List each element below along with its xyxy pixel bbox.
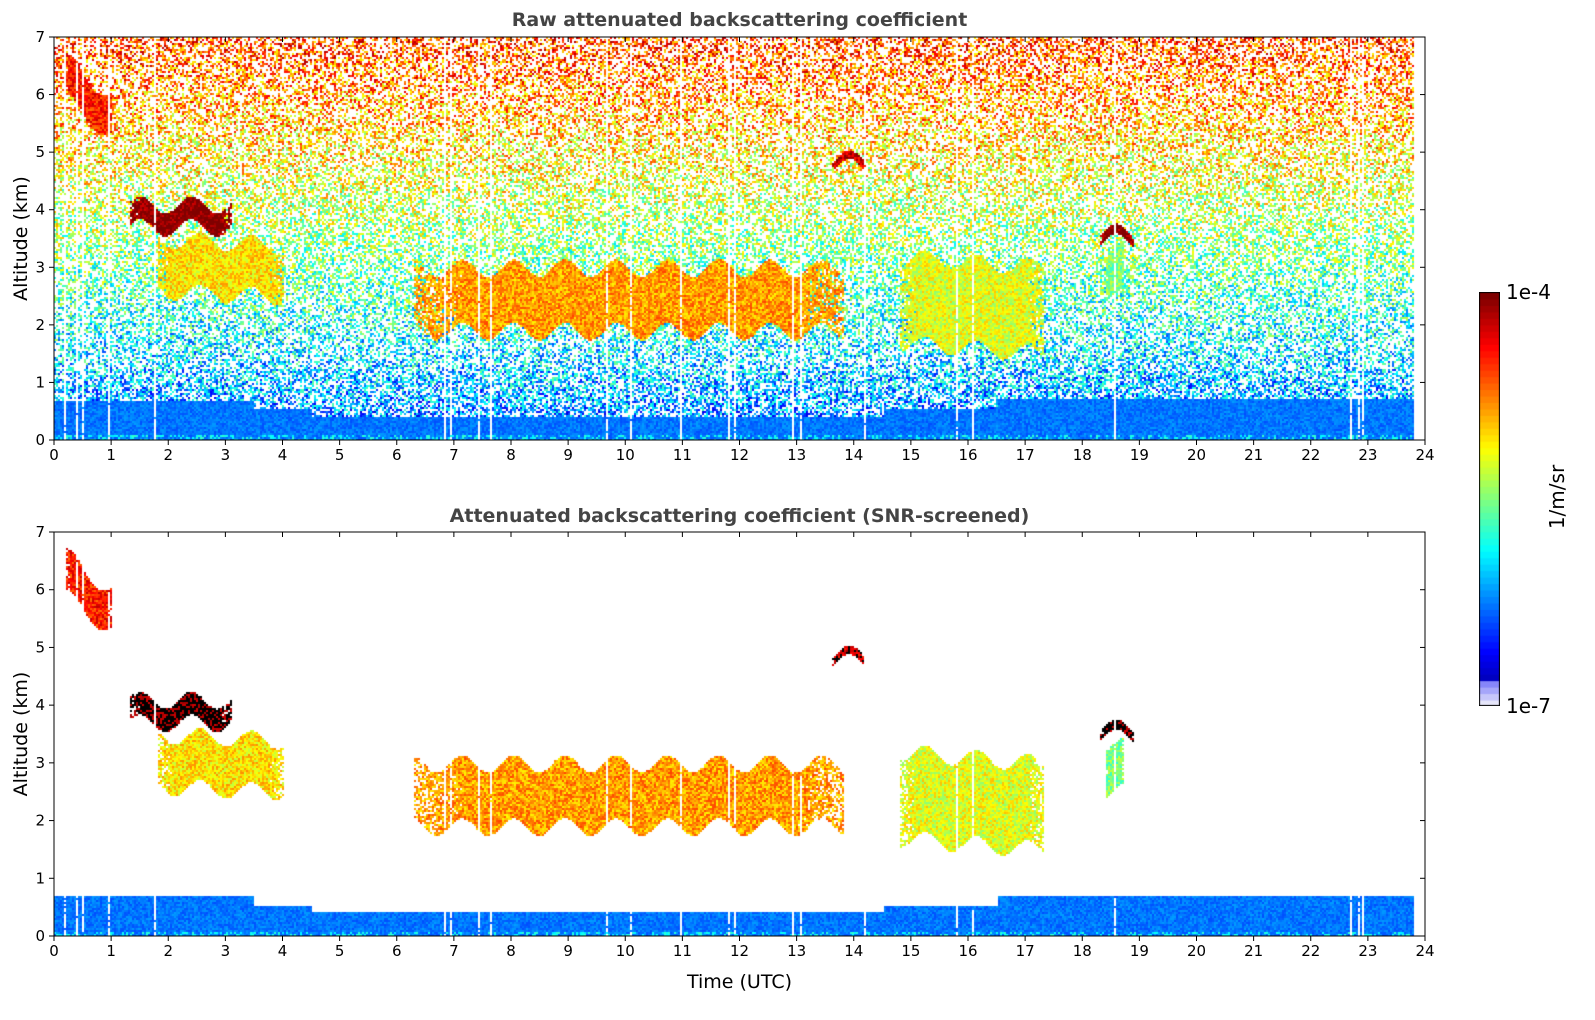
- x-tick-label: 6: [392, 446, 402, 464]
- x-tick-label: 17: [1016, 942, 1035, 960]
- x-tick-label: 12: [730, 942, 749, 960]
- x-tick-label: 8: [506, 942, 516, 960]
- y-tick-label: 5: [35, 638, 45, 656]
- x-tick-label: 7: [449, 942, 459, 960]
- y-tick-label: 3: [35, 754, 45, 772]
- x-tick-label: 7: [449, 446, 459, 464]
- colorbar-max-label: 1e-4: [1506, 280, 1551, 304]
- x-tick-label: 10: [616, 942, 635, 960]
- screened-panel-title: Attenuated backscattering coefficient (S…: [449, 505, 1030, 527]
- x-tick-label: 18: [1073, 446, 1092, 464]
- x-tick-label: 19: [1130, 446, 1149, 464]
- x-tick-label: 19: [1130, 942, 1149, 960]
- y-axis-label: Altitude (km): [10, 176, 32, 301]
- x-tick-label: 4: [278, 942, 288, 960]
- y-tick-label: 4: [35, 201, 45, 219]
- raw-panel-title: Raw attenuated backscattering coefficien…: [511, 9, 968, 31]
- y-axis-label: Altitude (km): [10, 672, 32, 797]
- x-tick-label: 12: [730, 446, 749, 464]
- x-tick-label: 6: [392, 942, 402, 960]
- x-tick-label: 3: [221, 942, 231, 960]
- x-tick-label: 0: [49, 446, 59, 464]
- y-tick-label: 0: [35, 431, 45, 449]
- colorbar-min-label: 1e-7: [1506, 694, 1551, 718]
- x-tick-label: 1: [106, 942, 116, 960]
- x-tick-label: 14: [844, 942, 863, 960]
- y-tick-label: 4: [35, 696, 45, 714]
- x-tick-label: 20: [1187, 942, 1206, 960]
- x-tick-label: 0: [49, 942, 59, 960]
- x-tick-label: 23: [1358, 446, 1377, 464]
- x-tick-label: 9: [563, 446, 573, 464]
- x-tick-label: 2: [163, 446, 173, 464]
- x-tick-label: 10: [616, 446, 635, 464]
- x-tick-label: 8: [506, 446, 516, 464]
- plot-frame: [53, 36, 1426, 441]
- y-tick-label: 7: [35, 28, 45, 46]
- x-tick-label: 21: [1244, 446, 1263, 464]
- y-tick-label: 5: [35, 143, 45, 161]
- y-tick-label: 6: [35, 581, 45, 599]
- x-tick-label: 5: [335, 446, 345, 464]
- x-tick-label: 9: [563, 942, 573, 960]
- y-tick-label: 2: [35, 812, 45, 830]
- x-tick-label: 18: [1073, 942, 1092, 960]
- colorbar: [1479, 292, 1500, 706]
- x-tick-label: 16: [958, 446, 977, 464]
- y-tick-label: 6: [35, 86, 45, 104]
- y-tick-label: 0: [35, 927, 45, 945]
- colorbar-label: 1/m/sr: [1545, 464, 1570, 530]
- x-tick-label: 20: [1187, 446, 1206, 464]
- raw-heatmap: [54, 37, 1425, 440]
- screened-heatmap: [54, 532, 1425, 936]
- x-tick-label: 1: [106, 446, 116, 464]
- x-tick-label: 13: [787, 446, 806, 464]
- x-tick-label: 22: [1301, 446, 1320, 464]
- x-tick-label: 11: [673, 942, 692, 960]
- x-tick-label: 17: [1016, 446, 1035, 464]
- x-tick-label: 2: [163, 942, 173, 960]
- plot-frame: [53, 531, 1426, 937]
- x-tick-label: 4: [278, 446, 288, 464]
- x-tick-label: 13: [787, 942, 806, 960]
- y-tick-label: 1: [35, 869, 45, 887]
- x-tick-label: 5: [335, 942, 345, 960]
- x-tick-label: 11: [673, 446, 692, 464]
- x-tick-label: 15: [901, 942, 920, 960]
- x-tick-label: 3: [221, 446, 231, 464]
- x-tick-label: 22: [1301, 942, 1320, 960]
- y-tick-label: 3: [35, 258, 45, 276]
- x-axis-label: Time (UTC): [686, 971, 792, 993]
- x-tick-label: 24: [1415, 446, 1434, 464]
- x-tick-label: 15: [901, 446, 920, 464]
- x-tick-label: 14: [844, 446, 863, 464]
- x-tick-label: 16: [958, 942, 977, 960]
- y-tick-label: 2: [35, 316, 45, 334]
- y-tick-label: 7: [35, 523, 45, 541]
- x-tick-label: 21: [1244, 942, 1263, 960]
- x-tick-label: 24: [1415, 942, 1434, 960]
- y-tick-label: 1: [35, 373, 45, 391]
- x-tick-label: 23: [1358, 942, 1377, 960]
